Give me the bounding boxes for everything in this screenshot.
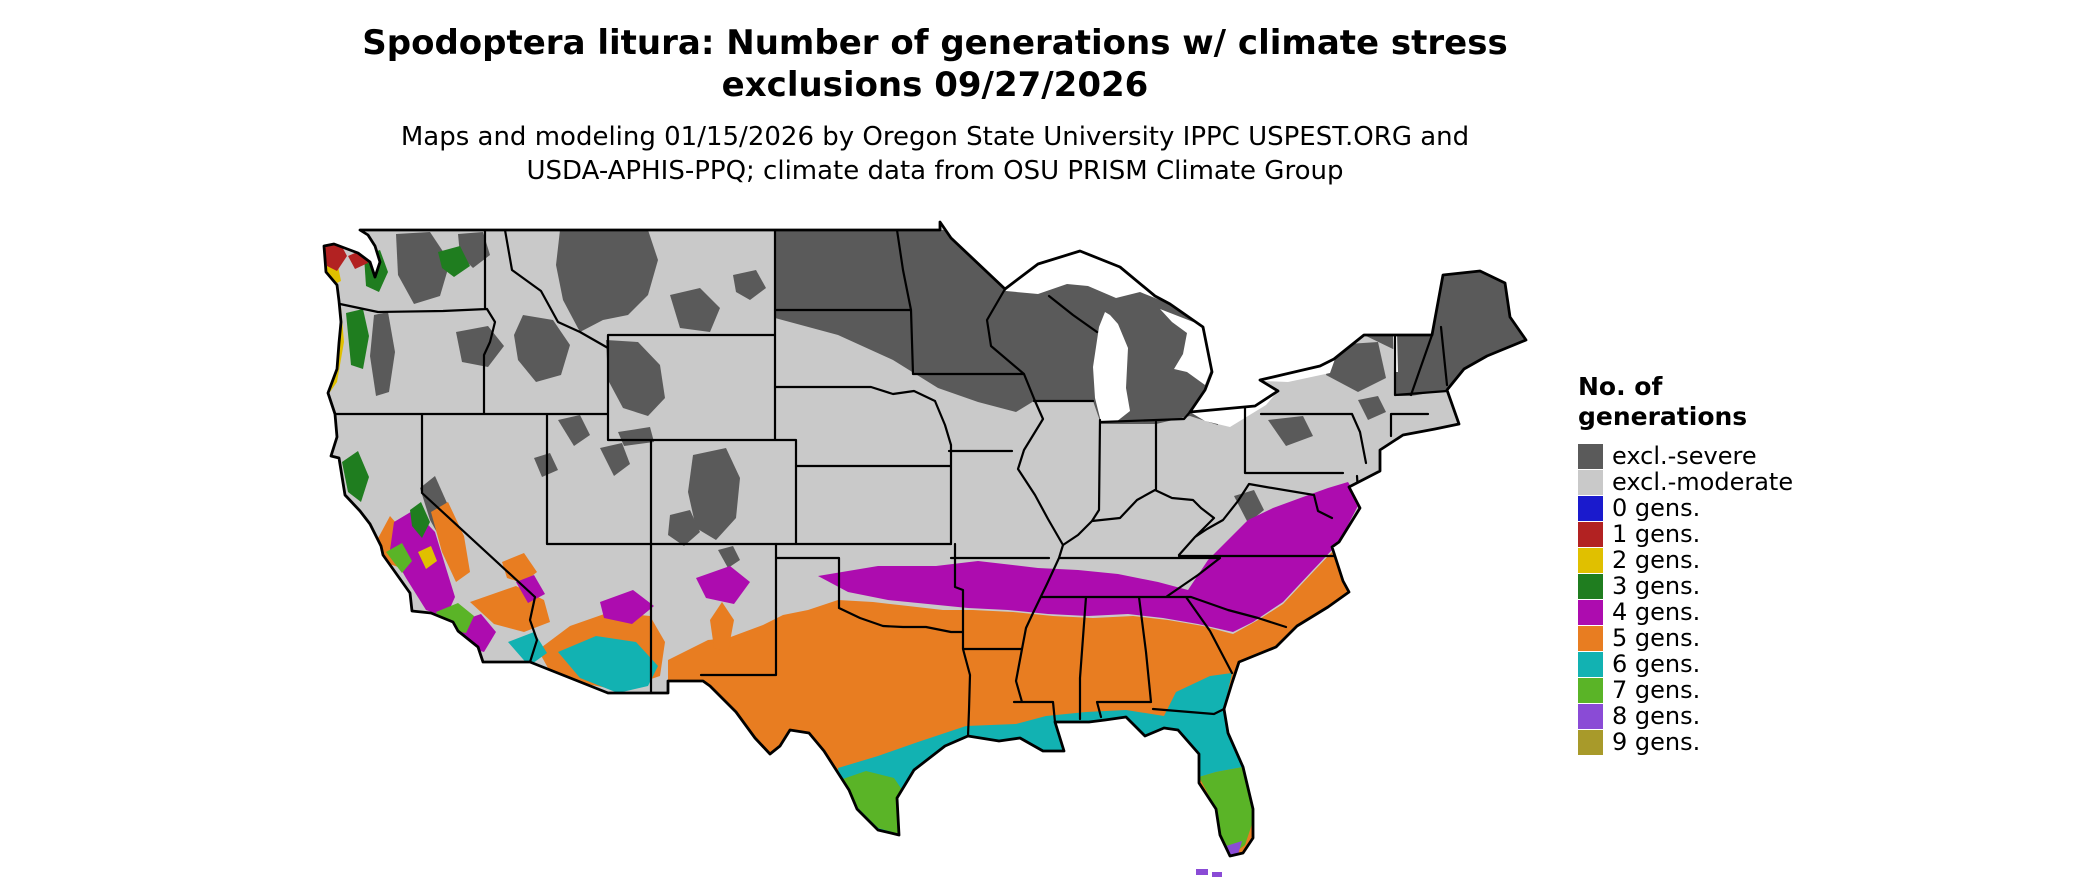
legend-swatch-1-gens — [1578, 522, 1603, 547]
legend-label-5-gens: 5 gens. — [1612, 624, 1701, 652]
map-subtitle: Maps and modeling 01/15/2026 by Oregon S… — [0, 120, 1870, 188]
map-subtitle-line2: USDA-APHIS-PPQ; climate data from OSU PR… — [526, 156, 1344, 186]
lake-michigan — [1093, 312, 1130, 422]
legend-swatch-9-gens — [1578, 730, 1603, 755]
lake-huron — [1160, 309, 1212, 385]
legend-title: No. of generations — [1578, 372, 1793, 432]
legend-label-excl-moderate: excl.-moderate — [1612, 468, 1794, 496]
legend-item-5-gens: 5 gens. — [1578, 626, 1793, 651]
legend-item-6-gens: 6 gens. — [1578, 652, 1793, 677]
legend-swatch-excl-moderate — [1578, 470, 1603, 495]
map-regions-4-gens — [390, 482, 1360, 652]
legend-item-2-gens: 2 gens. — [1578, 548, 1793, 573]
map-title-line2: exclusions 09/27/2026 — [721, 65, 1149, 105]
legend-swatch-8-gens — [1578, 704, 1603, 729]
legend-item-excl-severe: excl.-severe — [1578, 444, 1793, 469]
legend: No. of generations excl.-severe excl.-mo… — [1578, 372, 1793, 756]
legend-label-3-gens: 3 gens. — [1612, 572, 1701, 600]
legend-item-7-gens: 7 gens. — [1578, 678, 1793, 703]
florida-keys — [1196, 869, 1208, 875]
legend-swatch-3-gens — [1578, 574, 1603, 599]
map-title-line1: Spodoptera litura: Number of generations… — [362, 23, 1508, 63]
legend-swatch-2-gens — [1578, 548, 1603, 573]
legend-swatch-0-gens — [1578, 496, 1603, 521]
legend-swatch-6-gens — [1578, 652, 1603, 677]
great-lakes — [1005, 251, 1398, 427]
legend-label-8-gens: 8 gens. — [1612, 702, 1701, 730]
map-title: Spodoptera litura: Number of generations… — [0, 22, 1870, 106]
legend-label-7-gens: 7 gens. — [1612, 676, 1701, 704]
legend-item-excl-moderate: excl.-moderate — [1578, 470, 1793, 495]
legend-swatch-4-gens — [1578, 600, 1603, 625]
legend-label-0-gens: 0 gens. — [1612, 494, 1701, 522]
legend-label-6-gens: 6 gens. — [1612, 650, 1701, 678]
legend-swatch-7-gens — [1578, 678, 1603, 703]
florida-keys — [1212, 872, 1222, 877]
lake-ontario — [1262, 359, 1335, 382]
legend-item-3-gens: 3 gens. — [1578, 574, 1793, 599]
legend-item-4-gens: 4 gens. — [1578, 600, 1793, 625]
legend-title-line2: generations — [1578, 402, 1748, 431]
legend-swatch-excl-severe — [1578, 444, 1603, 469]
legend-swatch-5-gens — [1578, 626, 1603, 651]
legend-label-4-gens: 4 gens. — [1612, 598, 1701, 626]
legend-label-excl-severe: excl.-severe — [1612, 442, 1757, 470]
state-borders — [326, 228, 1449, 738]
legend-label-9-gens: 9 gens. — [1612, 728, 1701, 756]
legend-label-1-gens: 1 gens. — [1612, 520, 1701, 548]
legend-item-1-gens: 1 gens. — [1578, 522, 1793, 547]
legend-item-9-gens: 9 gens. — [1578, 730, 1793, 755]
map-subtitle-line1: Maps and modeling 01/15/2026 by Oregon S… — [400, 122, 1470, 152]
legend-label-2-gens: 2 gens. — [1612, 546, 1701, 574]
legend-item-8-gens: 8 gens. — [1578, 704, 1793, 729]
legend-title-line1: No. of — [1578, 372, 1663, 401]
legend-item-0-gens: 0 gens. — [1578, 496, 1793, 521]
us-map — [322, 220, 1528, 877]
map-regions-8-gens-keys — [1196, 869, 1222, 877]
